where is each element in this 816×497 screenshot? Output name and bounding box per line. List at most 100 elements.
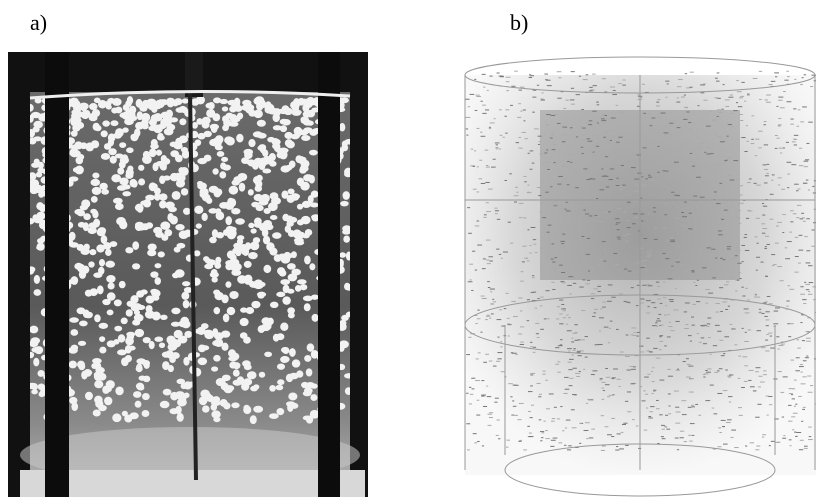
vector <box>493 301 496 302</box>
vector <box>712 120 716 121</box>
vector <box>806 250 810 251</box>
vector <box>693 196 697 197</box>
vector <box>688 335 692 336</box>
particle <box>127 335 135 340</box>
vector <box>525 138 528 139</box>
vector <box>666 429 670 430</box>
vector <box>725 255 728 256</box>
particle <box>119 221 127 230</box>
particle <box>129 412 138 419</box>
vector <box>476 220 479 221</box>
vector <box>782 417 784 418</box>
vector <box>570 127 573 128</box>
vector <box>757 243 759 244</box>
vector <box>561 308 566 309</box>
vector <box>763 206 767 207</box>
vector <box>738 272 741 273</box>
vector <box>610 168 614 169</box>
vector <box>739 114 742 115</box>
vector <box>613 368 618 369</box>
vector <box>497 319 502 320</box>
vector <box>765 99 768 100</box>
vector <box>736 179 739 180</box>
vector <box>676 370 681 371</box>
vector <box>504 308 507 309</box>
vector <box>552 204 557 205</box>
vector <box>580 126 582 127</box>
vector <box>656 358 661 359</box>
particle <box>156 150 162 156</box>
vector <box>681 253 684 254</box>
vector <box>776 336 779 337</box>
vector <box>730 206 734 207</box>
vector <box>781 344 785 345</box>
vector <box>728 306 730 307</box>
vector <box>605 368 608 369</box>
vector <box>651 118 655 119</box>
vector <box>714 238 719 239</box>
particle <box>70 117 76 124</box>
vector <box>698 415 701 416</box>
vector <box>607 301 612 302</box>
vector <box>594 220 598 221</box>
vector <box>596 102 599 103</box>
vector <box>616 222 620 223</box>
particle <box>223 314 230 323</box>
vector <box>748 380 751 381</box>
vector <box>489 127 491 128</box>
vector <box>803 183 807 184</box>
particle <box>163 389 172 396</box>
vector <box>805 331 807 332</box>
vector <box>516 192 518 193</box>
vector <box>765 175 769 176</box>
particle <box>78 362 85 370</box>
particle <box>184 331 192 338</box>
vector <box>477 310 479 311</box>
particle <box>197 158 207 164</box>
particle <box>237 235 244 240</box>
vector <box>604 249 606 250</box>
vector <box>604 115 607 116</box>
vector <box>705 370 707 371</box>
vector <box>530 169 533 170</box>
particle <box>306 368 313 376</box>
vector <box>724 284 728 285</box>
particle <box>292 110 301 115</box>
particle <box>301 382 309 388</box>
vector <box>723 390 728 391</box>
vector <box>494 118 496 119</box>
vector <box>737 210 740 211</box>
particle <box>256 102 263 111</box>
vector <box>485 319 488 320</box>
vector <box>615 450 619 451</box>
vector <box>624 212 627 213</box>
vector <box>585 283 590 284</box>
vector <box>528 436 533 437</box>
vector <box>567 184 570 185</box>
vector <box>487 315 490 316</box>
vector <box>656 400 659 401</box>
vector <box>624 301 627 302</box>
vector <box>592 193 596 194</box>
vector <box>659 414 662 415</box>
vector <box>520 326 524 327</box>
vector <box>544 152 547 153</box>
vector <box>656 105 660 106</box>
vector <box>800 322 802 323</box>
particle <box>126 309 133 316</box>
vector <box>565 209 567 210</box>
vector <box>560 339 562 340</box>
vector <box>785 258 790 259</box>
vector <box>642 285 646 286</box>
vector <box>652 393 654 394</box>
particle <box>184 381 192 389</box>
vector <box>686 358 689 359</box>
vector <box>539 394 542 395</box>
vector <box>662 429 665 430</box>
particle <box>229 186 239 195</box>
particle <box>213 417 220 422</box>
vector <box>588 271 590 272</box>
particle <box>167 98 173 104</box>
particle <box>262 228 269 237</box>
vector <box>629 366 633 367</box>
